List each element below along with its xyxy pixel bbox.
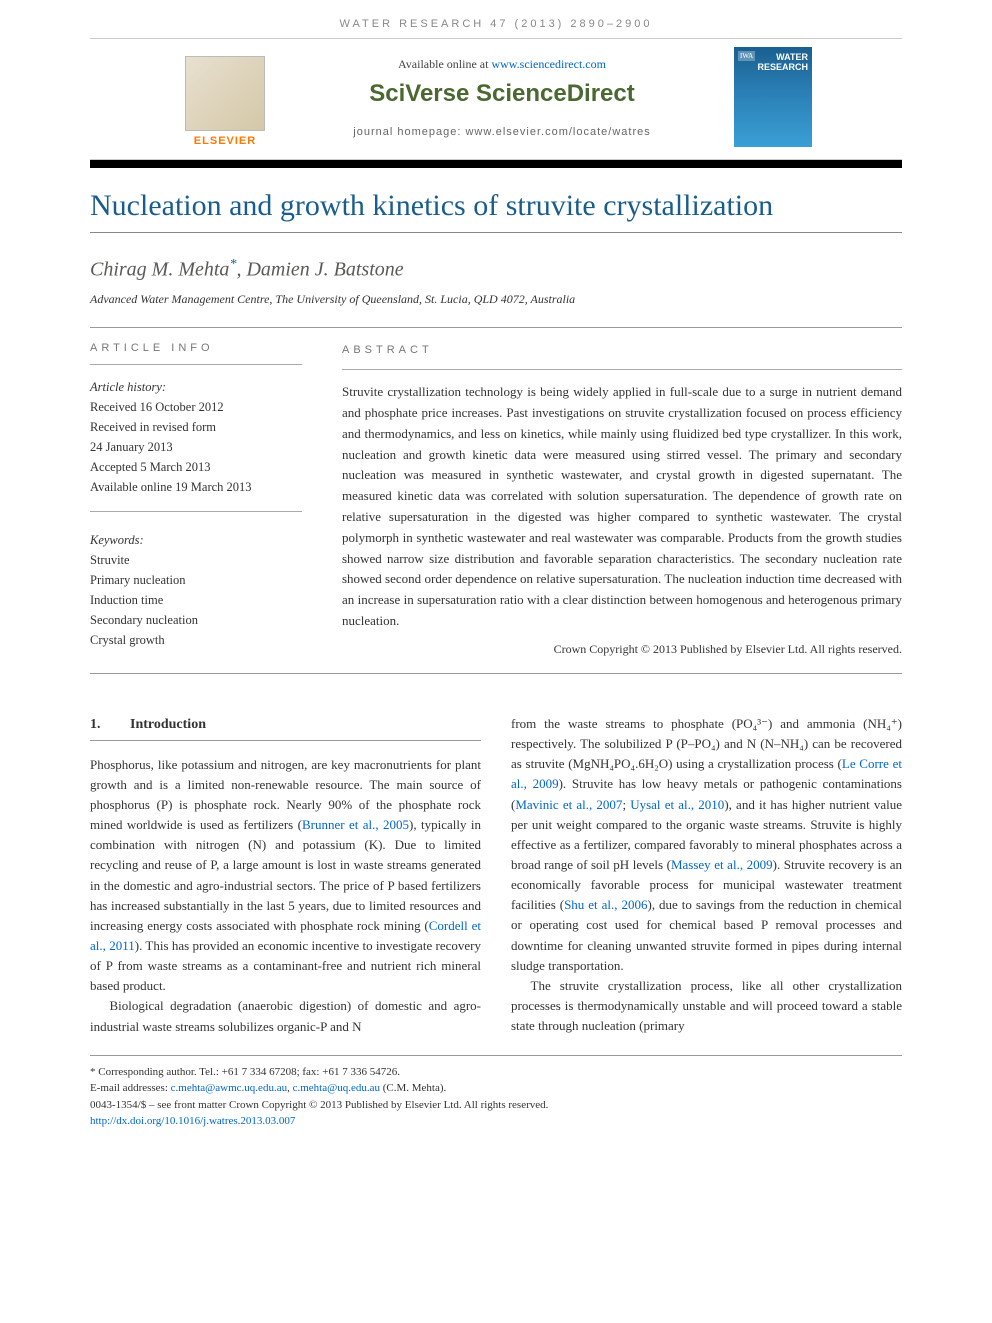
elsevier-tree-icon [185, 56, 265, 131]
issn-line: 0043-1354/$ – see front matter Crown Cop… [90, 1097, 902, 1114]
banner-center: Available online at www.sciencedirect.co… [270, 57, 734, 138]
citation-link[interactable]: Uysal et al., 2010 [630, 797, 724, 812]
doi-line: http://dx.doi.org/10.1016/j.watres.2013.… [90, 1113, 902, 1130]
intro-para-2-cont: from the waste streams to phosphate (PO₄… [511, 714, 902, 976]
cover-line2: RESEARCH [757, 63, 808, 73]
keyword: Secondary nucleation [90, 610, 302, 630]
body-two-column: 1.Introduction Phosphorus, like potassiu… [90, 714, 902, 1037]
citation-link[interactable]: Massey et al., 2009 [671, 857, 773, 872]
body-col-left: 1.Introduction Phosphorus, like potassiu… [90, 714, 481, 1037]
history-online: Available online 19 March 2013 [90, 477, 302, 497]
authors-text-2: , Damien J. Batstone [236, 259, 403, 281]
body-col-right: from the waste streams to phosphate (PO₄… [511, 714, 902, 1037]
affiliation: Advanced Water Management Centre, The Un… [0, 292, 992, 327]
doi-link[interactable]: http://dx.doi.org/10.1016/j.watres.2013.… [90, 1115, 295, 1127]
article-info-label: ARTICLE INFO [90, 342, 302, 365]
text-run: (C.M. Mehta). [380, 1082, 446, 1094]
keyword: Induction time [90, 590, 302, 610]
intro-para-3: The struvite crystallization process, li… [511, 976, 902, 1036]
history-heading: Article history: [90, 377, 302, 397]
history-accepted: Accepted 5 March 2013 [90, 457, 302, 477]
authors-text: Chirag M. Mehta [90, 259, 229, 281]
text-run: ), typically in combination with nitroge… [90, 817, 481, 933]
abstract-col: ABSTRACT Struvite crystallization techno… [320, 328, 902, 673]
article-title: Nucleation and growth kinetics of struvi… [0, 168, 992, 232]
keyword: Primary nucleation [90, 570, 302, 590]
corresponding-author: * Corresponding author. Tel.: +61 7 334 … [90, 1064, 902, 1081]
citation-link[interactable]: Mavinic et al., 2007 [515, 797, 622, 812]
journal-cover-thumbnail: IWA WATER RESEARCH [734, 47, 812, 147]
keywords-block: Keywords: Struvite Primary nucleation In… [90, 530, 302, 650]
brand-text: SciVerse ScienceDirect [369, 80, 635, 107]
intro-para-2: Biological degradation (anaerobic digest… [90, 996, 481, 1036]
title-black-bar [90, 160, 902, 168]
journal-banner: ELSEVIER Available online at www.science… [90, 38, 902, 160]
text-run: ). This has provided an economic incenti… [90, 938, 481, 993]
title-underline [90, 232, 902, 233]
section-1-heading: 1.Introduction [90, 714, 481, 741]
email-label: E-mail addresses: [90, 1082, 171, 1094]
sciencedirect-link[interactable]: www.sciencedirect.com [491, 57, 606, 71]
iwa-badge: IWA [738, 51, 755, 61]
history-revised-label: Received in revised form [90, 417, 302, 437]
abstract-label: ABSTRACT [342, 342, 902, 371]
info-abstract-row: ARTICLE INFO Article history: Received 1… [90, 327, 902, 674]
running-head: WATER RESEARCH 47 (2013) 2890–2900 [0, 0, 992, 38]
email-line: E-mail addresses: c.mehta@awmc.uq.edu.au… [90, 1080, 902, 1097]
elsevier-logo: ELSEVIER [180, 47, 270, 147]
keyword: Struvite [90, 550, 302, 570]
section-title: Introduction [130, 717, 206, 732]
email-link[interactable]: c.mehta@awmc.uq.edu.au [171, 1082, 287, 1094]
available-label: Available online at [398, 57, 491, 71]
sciverse-brand: SciVerse ScienceDirect [270, 80, 734, 108]
cover-title: WATER RESEARCH [757, 53, 808, 73]
elsevier-label: ELSEVIER [194, 135, 256, 147]
article-info-col: ARTICLE INFO Article history: Received 1… [90, 328, 320, 673]
section-number: 1. [90, 714, 130, 736]
abstract-copyright: Crown Copyright © 2013 Published by Else… [342, 640, 902, 659]
available-online-text: Available online at www.sciencedirect.co… [270, 57, 734, 72]
author-line: Chirag M. Mehta*, Damien J. Batstone [0, 257, 992, 292]
article-history: Article history: Received 16 October 201… [90, 377, 302, 512]
keywords-heading: Keywords: [90, 530, 302, 550]
journal-homepage: journal homepage: www.elsevier.com/locat… [270, 126, 734, 138]
email-link[interactable]: c.mehta@uq.edu.au [293, 1082, 380, 1094]
citation-link[interactable]: Shu et al., 2006 [564, 897, 647, 912]
history-received: Received 16 October 2012 [90, 397, 302, 417]
citation-link[interactable]: Brunner et al., 2005 [302, 817, 409, 832]
abstract-text: Struvite crystallization technology is b… [342, 382, 902, 632]
keyword: Crystal growth [90, 630, 302, 650]
intro-para-1: Phosphorus, like potassium and nitrogen,… [90, 755, 481, 997]
footnotes: * Corresponding author. Tel.: +61 7 334 … [90, 1055, 902, 1130]
history-revised-date: 24 January 2013 [90, 437, 302, 457]
